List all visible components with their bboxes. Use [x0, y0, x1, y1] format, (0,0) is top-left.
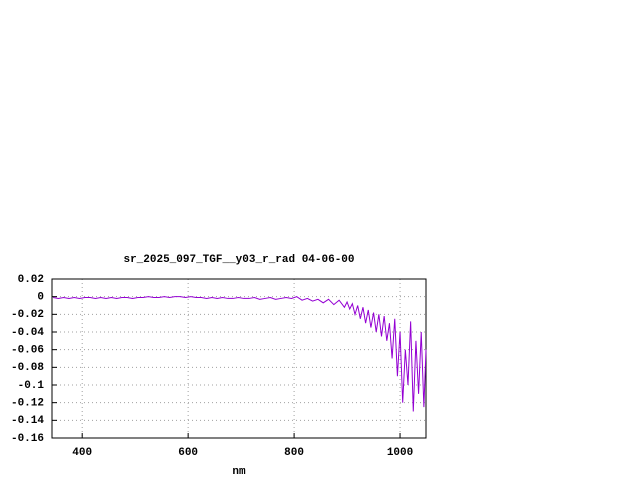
x-tick-label: 600 [178, 447, 198, 459]
y-tick-label: -0.02 [11, 309, 44, 321]
x-tick-label: 400 [72, 447, 92, 459]
y-tick-label: -0.04 [11, 327, 44, 339]
chart-title: sr_2025_097_TGF__y03_r_rad 04-06-00 [123, 254, 354, 266]
y-tick-label: -0.08 [11, 362, 44, 374]
x-tick-label: 800 [284, 447, 304, 459]
data-line [52, 296, 427, 412]
y-tick-label: -0.06 [11, 345, 44, 357]
plot-border [51, 278, 427, 439]
x-tick-label: 1000 [387, 447, 413, 459]
y-tick-label: 0.02 [18, 274, 44, 286]
y-tick-label: -0.12 [11, 398, 44, 410]
y-tick-label: -0.16 [11, 433, 44, 445]
y-tick-label: -0.14 [11, 415, 44, 427]
y-tick-label: 0 [37, 292, 44, 304]
x-axis-label: nm [232, 466, 246, 478]
y-tick-label: -0.1 [18, 380, 45, 392]
